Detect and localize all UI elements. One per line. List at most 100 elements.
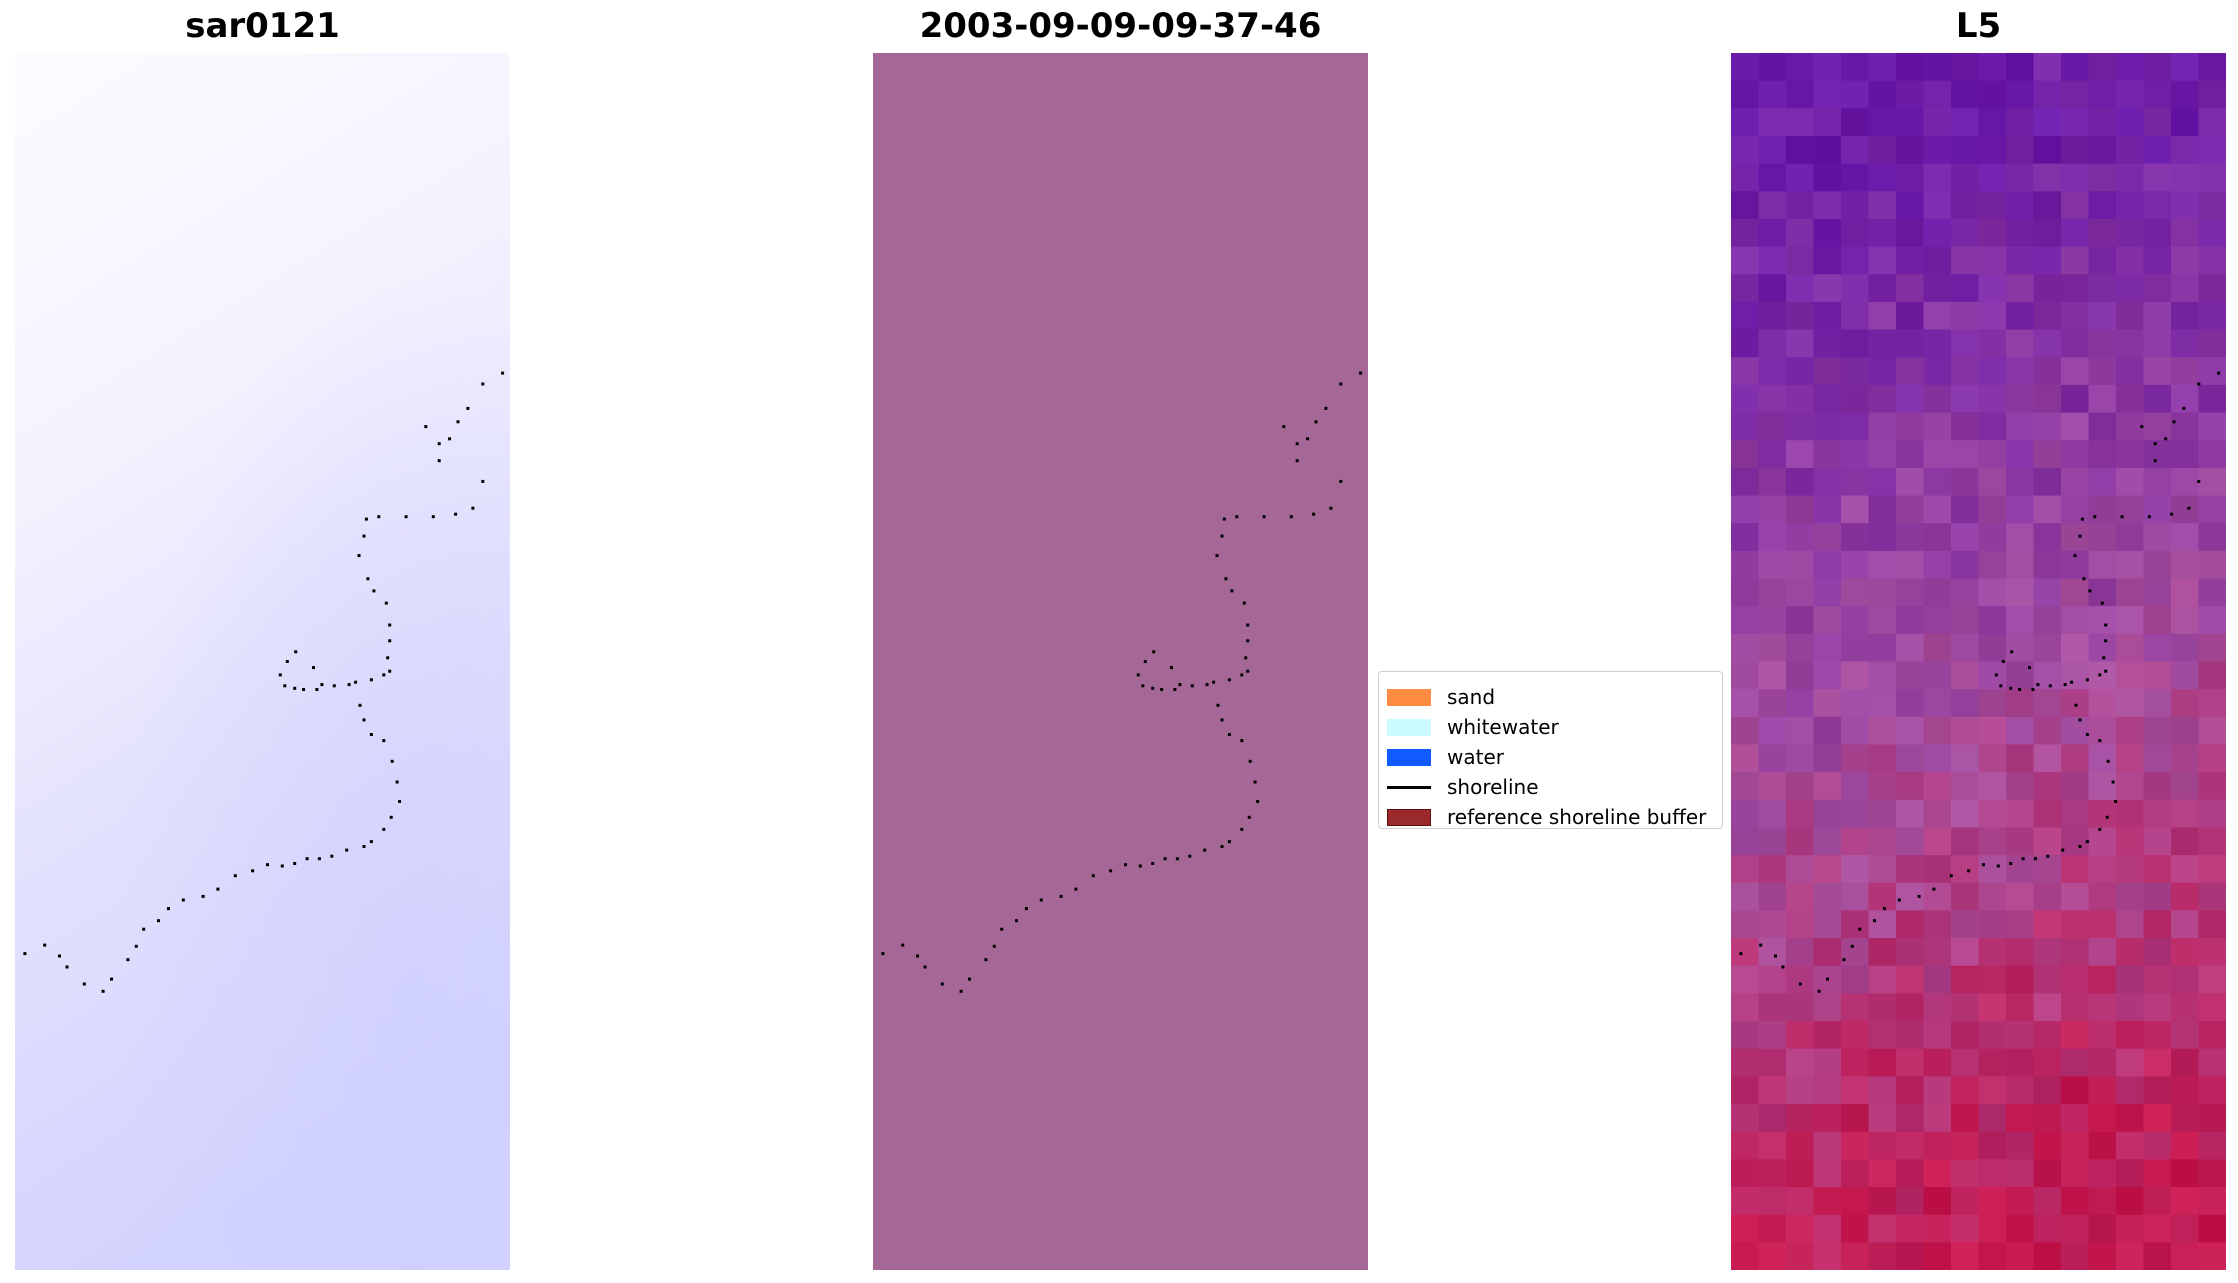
l5-raster-cell	[1868, 246, 1897, 275]
l5-raster-cell	[1896, 80, 1925, 109]
l5-raster-cell	[1841, 1076, 1870, 1105]
panel-1-svg	[15, 53, 510, 1270]
legend-item-shoreline: shoreline	[1387, 775, 1539, 799]
l5-raster-cell	[2171, 1159, 2200, 1188]
l5-raster-cell	[1841, 495, 1870, 524]
l5-raster-cell	[2116, 163, 2145, 192]
l5-raster-cell	[1868, 689, 1897, 718]
l5-raster-cell	[1841, 855, 1870, 884]
l5-raster-cell	[2116, 993, 2145, 1022]
l5-raster-cell	[2006, 440, 2035, 469]
shoreline-point	[2105, 815, 2109, 819]
l5-raster-cell	[2061, 1131, 2090, 1160]
l5-raster-cell	[1951, 523, 1980, 552]
l5-raster-cell	[2006, 1076, 2035, 1105]
l5-raster-cell	[2116, 578, 2145, 607]
l5-raster-cell	[2006, 412, 2035, 441]
l5-raster-cell	[2171, 1076, 2200, 1105]
l5-raster-cell	[1758, 1214, 1787, 1243]
l5-raster-cell	[1813, 1214, 1842, 1243]
shoreline-point	[916, 954, 919, 958]
l5-raster-cell	[1813, 108, 1842, 137]
l5-raster-cell	[1951, 827, 1980, 856]
l5-raster-cell	[2033, 744, 2062, 773]
l5-raster-cell	[2033, 440, 2062, 469]
l5-raster-cell	[2006, 301, 2035, 331]
l5-raster-cell	[1978, 523, 2007, 552]
l5-raster-cell	[2033, 467, 2062, 497]
l5-raster-cell	[1951, 772, 1980, 801]
l5-raster-cell	[1813, 910, 1842, 939]
shoreline-point	[481, 382, 485, 386]
l5-raster-cell	[1896, 1021, 1925, 1050]
legend-label-water: water	[1447, 745, 1504, 769]
shoreline-point	[362, 534, 366, 538]
l5-raster-cell	[1731, 1131, 1760, 1160]
l5-raster-cell	[2061, 135, 2090, 165]
shoreline-point	[1359, 371, 1363, 375]
l5-raster-cell	[2171, 274, 2200, 303]
l5-raster-cell	[1731, 440, 1760, 469]
shoreline-point	[1759, 943, 1763, 947]
l5-raster-cell	[1758, 1021, 1787, 1050]
l5-raster-cell	[1978, 1131, 2007, 1160]
l5-raster-cell	[1978, 550, 2007, 580]
l5-raster-cell	[1758, 412, 1787, 441]
shoreline-point	[1246, 623, 1250, 627]
l5-raster-cell	[1813, 218, 1842, 248]
l5-raster-cell	[2033, 1048, 2062, 1077]
shoreline-point	[923, 965, 927, 969]
shoreline-point	[1091, 874, 1095, 878]
shoreline-point	[1999, 684, 2003, 688]
l5-raster-cell	[2116, 1104, 2145, 1133]
l5-raster-cell	[1813, 1242, 1842, 1270]
l5-raster-cell	[1758, 661, 1787, 690]
l5-raster-cell	[1868, 910, 1897, 939]
l5-raster-cell	[2061, 772, 2090, 801]
legend-label-reference-buffer: reference shoreline buffer	[1447, 805, 1707, 829]
l5-raster-cell	[2088, 772, 2117, 801]
l5-raster-cell	[2061, 744, 2090, 773]
l5-raster-cell	[1951, 384, 1980, 414]
l5-raster-cell	[1786, 1021, 1815, 1050]
shoreline-point	[1329, 506, 1333, 510]
l5-raster-cell	[2033, 606, 2062, 635]
l5-raster-cell	[2033, 689, 2062, 718]
l5-raster-cell	[1841, 938, 1870, 967]
shoreline-point	[404, 515, 408, 519]
l5-raster-cell	[2088, 135, 2117, 165]
l5-raster-cell	[2061, 993, 2090, 1022]
l5-raster-cell	[1951, 1131, 1980, 1160]
l5-raster-cell	[2006, 467, 2035, 497]
shoreline-point	[1216, 703, 1220, 707]
shoreline-points	[23, 371, 505, 993]
l5-raster-cell	[2061, 523, 2090, 552]
l5-raster-cell	[2143, 661, 2172, 690]
l5-raster-cell	[1841, 1021, 1870, 1050]
l5-raster-cell	[2198, 412, 2226, 441]
l5-raster-cell	[1868, 1104, 1897, 1133]
l5-raster-cell	[1923, 744, 1952, 773]
l5-raster-cell	[1896, 1131, 1925, 1160]
l5-raster-cell	[1731, 218, 1760, 248]
l5-raster-cell	[1813, 1159, 1842, 1188]
l5-raster-cell	[1731, 301, 1760, 331]
l5-raster-cell	[1813, 1048, 1842, 1077]
shoreline-point	[43, 943, 47, 947]
l5-raster-cell	[1978, 301, 2007, 331]
l5-raster-cell	[1841, 827, 1870, 856]
l5-raster-cell	[2143, 108, 2172, 137]
l5-raster-cell	[1923, 523, 1952, 552]
l5-raster-cell	[1841, 965, 1870, 995]
shoreline-point	[1151, 862, 1155, 865]
l5-raster-cell	[1841, 606, 1870, 635]
l5-raster-cell	[2143, 357, 2172, 386]
l5-raster-cell	[1786, 993, 1815, 1022]
shoreline-point	[82, 982, 86, 986]
shoreline-point	[1306, 437, 1310, 441]
l5-raster-cell	[1813, 855, 1842, 884]
l5-raster-cell	[1896, 1214, 1925, 1243]
l5-raster-cell	[1731, 910, 1760, 939]
l5-raster-cell	[1868, 384, 1897, 414]
l5-raster-cell	[1841, 467, 1870, 497]
